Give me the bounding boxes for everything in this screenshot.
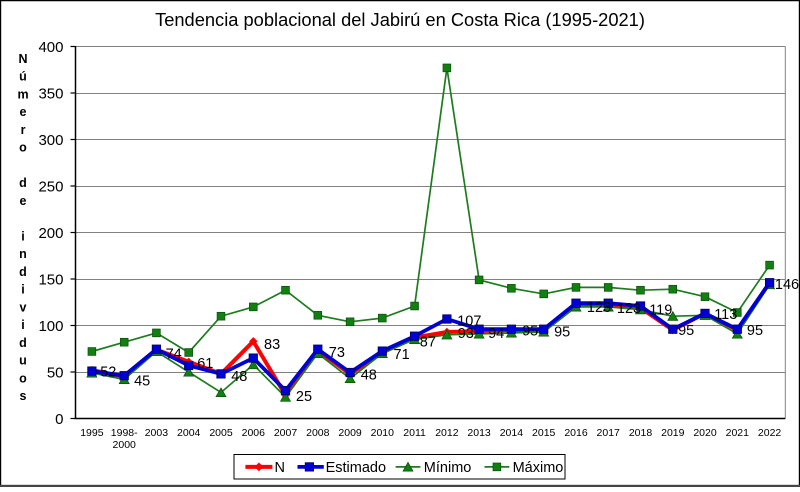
svg-text:350: 350	[38, 85, 63, 102]
svg-text:n: n	[19, 247, 27, 261]
svg-text:m: m	[17, 87, 28, 101]
svg-text:113: 113	[714, 307, 737, 323]
svg-text:Tendencia poblacional del Jabi: Tendencia poblacional del Jabirú en Cost…	[155, 9, 645, 30]
svg-text:95: 95	[678, 323, 694, 339]
svg-text:Máximo: Máximo	[513, 460, 564, 476]
svg-text:2004: 2004	[177, 427, 201, 439]
svg-text:95: 95	[554, 325, 570, 341]
svg-text:N: N	[275, 460, 285, 476]
svg-text:123: 123	[587, 300, 611, 316]
svg-text:Mínimo: Mínimo	[424, 460, 472, 476]
svg-text:d: d	[19, 336, 27, 350]
svg-text:25: 25	[296, 389, 312, 405]
svg-text:400: 400	[38, 39, 63, 56]
svg-text:2011: 2011	[403, 427, 426, 439]
svg-text:48: 48	[361, 367, 377, 383]
svg-text:ú: ú	[19, 70, 27, 84]
svg-text:146: 146	[775, 277, 799, 293]
svg-text:i: i	[21, 229, 24, 243]
svg-text:73: 73	[329, 345, 345, 361]
svg-text:119: 119	[649, 303, 672, 319]
svg-text:2013: 2013	[467, 427, 491, 439]
svg-text:107: 107	[457, 313, 481, 329]
svg-text:2010: 2010	[371, 427, 395, 439]
svg-text:2015: 2015	[532, 427, 556, 439]
svg-text:o: o	[19, 371, 27, 385]
svg-text:2020: 2020	[693, 427, 717, 439]
svg-text:d: d	[19, 265, 27, 279]
svg-text:o: o	[19, 141, 27, 155]
svg-text:v: v	[20, 300, 27, 314]
svg-text:2007: 2007	[274, 427, 298, 439]
svg-text:2017: 2017	[597, 427, 621, 439]
svg-text:Estimado: Estimado	[326, 460, 386, 476]
svg-text:100: 100	[38, 318, 63, 335]
svg-text:123: 123	[617, 301, 641, 317]
svg-text:i: i	[21, 318, 24, 332]
svg-text:2006: 2006	[242, 427, 266, 439]
svg-text:48: 48	[231, 369, 247, 385]
svg-text:2000: 2000	[113, 439, 137, 451]
svg-text:d: d	[19, 176, 27, 190]
svg-text:1995: 1995	[80, 427, 104, 439]
svg-text:u: u	[19, 354, 27, 368]
svg-text:2022: 2022	[758, 427, 782, 439]
svg-text:2012: 2012	[435, 427, 459, 439]
svg-text:2003: 2003	[145, 427, 169, 439]
svg-text:e: e	[20, 105, 27, 119]
svg-text:83: 83	[264, 337, 280, 353]
svg-text:i: i	[21, 283, 24, 297]
svg-text:s: s	[20, 389, 27, 403]
svg-text:2008: 2008	[306, 427, 330, 439]
svg-text:0: 0	[55, 411, 63, 428]
svg-text:95: 95	[747, 323, 763, 339]
svg-text:1998-: 1998-	[111, 427, 138, 439]
svg-text:61: 61	[197, 356, 213, 372]
svg-text:87: 87	[420, 334, 436, 350]
svg-text:95: 95	[522, 324, 538, 340]
svg-text:71: 71	[394, 347, 410, 363]
svg-text:2018: 2018	[629, 427, 653, 439]
svg-text:94: 94	[488, 326, 504, 342]
svg-text:2014: 2014	[500, 427, 524, 439]
svg-text:N: N	[18, 52, 27, 66]
svg-text:2019: 2019	[661, 427, 685, 439]
svg-text:52: 52	[100, 365, 116, 381]
svg-text:300: 300	[38, 132, 63, 149]
svg-text:50: 50	[47, 364, 64, 381]
svg-text:250: 250	[38, 178, 63, 195]
svg-text:e: e	[20, 194, 27, 208]
svg-text:2016: 2016	[564, 427, 588, 439]
svg-text:150: 150	[38, 271, 63, 288]
svg-text:2005: 2005	[209, 427, 233, 439]
svg-text:93: 93	[458, 326, 474, 342]
svg-text:45: 45	[134, 374, 150, 390]
svg-text:2009: 2009	[338, 427, 362, 439]
svg-text:r: r	[21, 123, 26, 137]
svg-text:74: 74	[166, 347, 182, 363]
svg-text:200: 200	[38, 225, 63, 242]
svg-text:2021: 2021	[726, 427, 750, 439]
